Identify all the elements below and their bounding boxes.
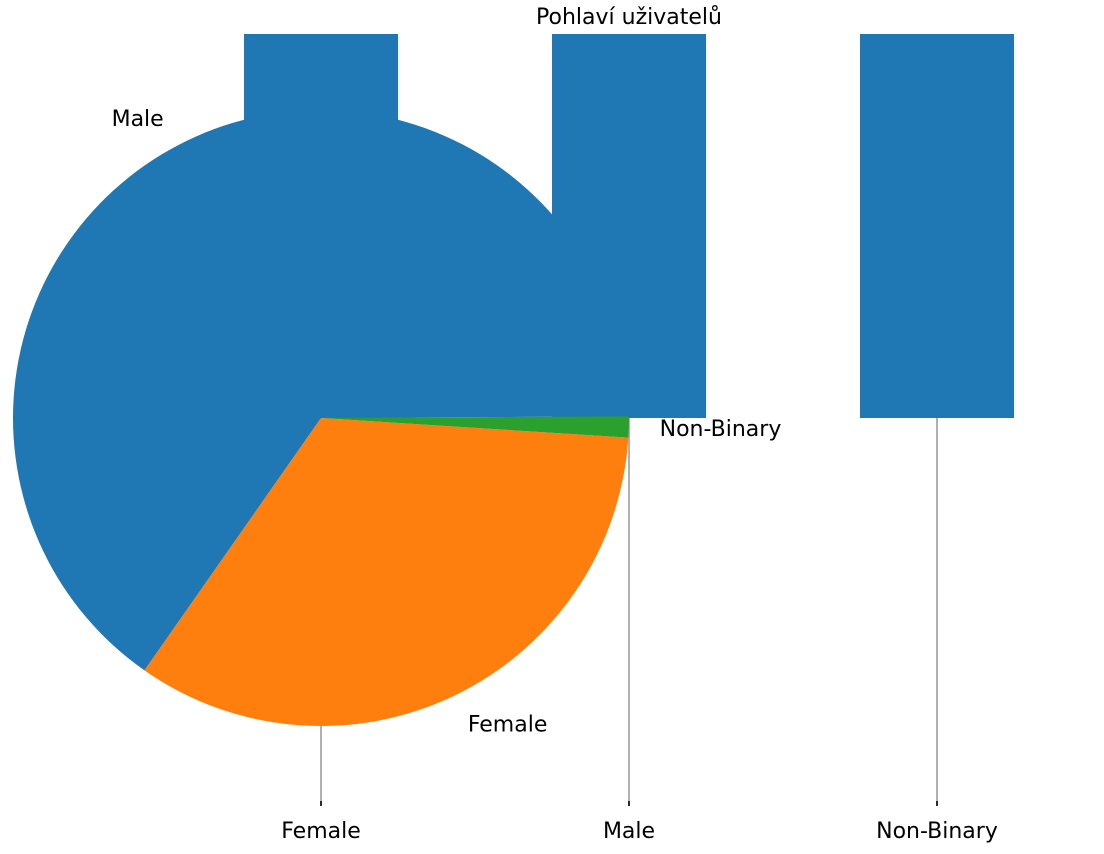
pie-layer: [13, 109, 629, 726]
pie-label-male: Male: [112, 107, 164, 132]
x-tick-label: Female: [281, 819, 361, 844]
text-layer: Pohlaví uživatelů Male Female Non-Binary: [112, 5, 782, 737]
pie-label-female: Female: [468, 712, 548, 737]
x-tick-label: Non-Binary: [876, 819, 998, 844]
bars-layer: [244, 34, 1014, 418]
x-tick-label: Male: [603, 819, 655, 844]
chart-title: Pohlaví uživatelů: [536, 5, 722, 30]
pie-slice-male: [13, 109, 629, 671]
pie-slice-female: [144, 418, 629, 726]
pie-slice-non-binary: [321, 416, 629, 438]
bar-non-binary: [860, 34, 1014, 418]
pie-label-non-binary: Non-Binary: [660, 417, 782, 442]
ticks-layer: Female Male Non-Binary: [281, 418, 998, 844]
